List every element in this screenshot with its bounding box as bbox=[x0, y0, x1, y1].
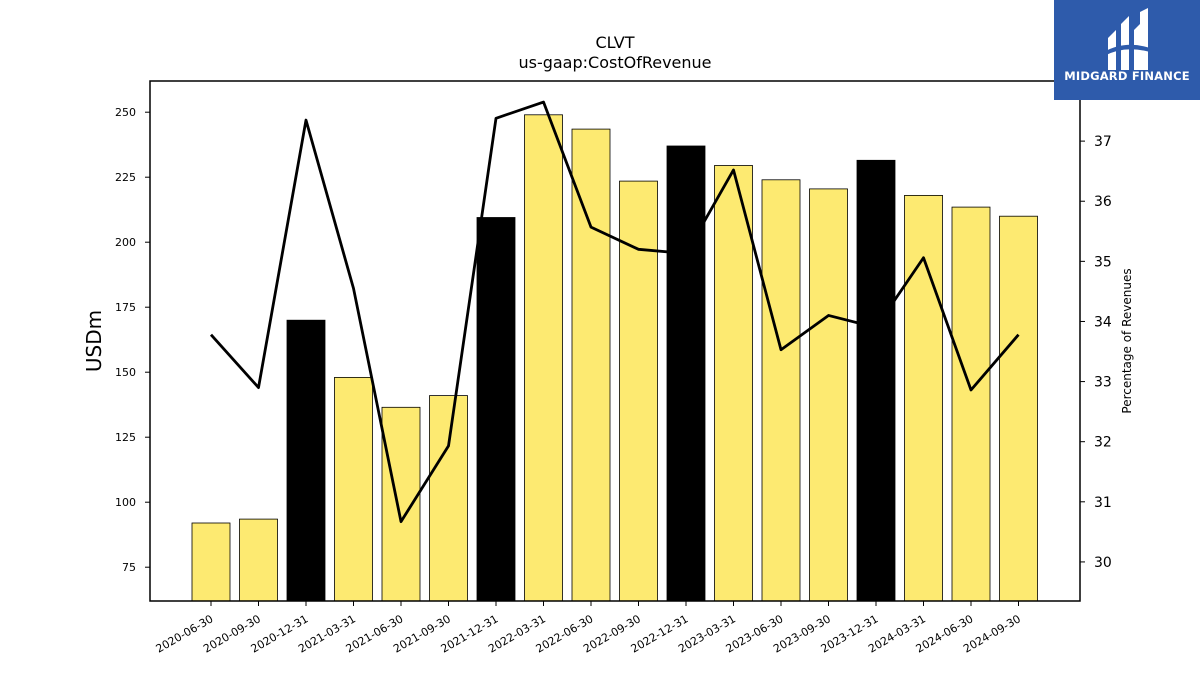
plot-frame bbox=[149, 80, 1081, 602]
x-axis: 2020-06-302020-09-302020-12-312021-03-31… bbox=[154, 601, 1023, 656]
bar-2023-03-31 bbox=[714, 165, 753, 602]
left-axis: 75 100 125 150 175 200 225 250 bbox=[115, 106, 150, 574]
bars-layer bbox=[191, 114, 1038, 602]
y2-tick-label: 35 bbox=[1094, 254, 1112, 270]
bar-2020-09-30 bbox=[239, 518, 278, 602]
bar-2024-06-30 bbox=[951, 206, 991, 602]
y-tick-label: 150 bbox=[115, 366, 136, 379]
y-tick-label: 250 bbox=[115, 106, 136, 119]
bar-2024-09-30 bbox=[999, 215, 1038, 602]
y-tick-label: 175 bbox=[115, 301, 136, 314]
y2-tick-label: 33 bbox=[1094, 375, 1112, 391]
bar-2022-03-31 bbox=[524, 114, 563, 602]
y-tick-label: 225 bbox=[115, 171, 136, 184]
chart-title: CLVT bbox=[595, 33, 634, 52]
y2-tick-label: 31 bbox=[1094, 495, 1112, 511]
logo-mark-icon bbox=[1104, 8, 1150, 70]
y2-tick-label: 37 bbox=[1094, 134, 1112, 150]
y2-axis-label: Percentage of Revenues bbox=[1120, 268, 1134, 413]
bar-2020-06-30 bbox=[191, 522, 231, 602]
bar-2022-12-31 bbox=[666, 145, 706, 602]
midgard-finance-logo: MIDGARD FINANCE bbox=[1054, 0, 1200, 100]
y2-tick-label: 30 bbox=[1094, 555, 1112, 571]
bar-2022-06-30 bbox=[571, 128, 611, 602]
bar-2024-03-31 bbox=[904, 194, 943, 602]
y2-tick-label: 34 bbox=[1094, 314, 1112, 330]
bar-2021-03-31 bbox=[334, 376, 373, 602]
y2-tick-label: 36 bbox=[1094, 194, 1112, 210]
line-layer bbox=[209, 100, 1020, 524]
right-axis: 30 31 32 33 34 35 36 37 bbox=[1080, 134, 1112, 571]
bar-2023-12-31 bbox=[856, 159, 896, 602]
bar-2023-06-30 bbox=[761, 179, 801, 602]
bar-2021-06-30 bbox=[381, 406, 421, 602]
bar-2020-12-31 bbox=[286, 319, 326, 602]
y-tick-label: 125 bbox=[115, 431, 136, 444]
bar-2021-09-30 bbox=[429, 395, 468, 602]
y-tick-label: 200 bbox=[115, 236, 136, 249]
bar-2021-12-31 bbox=[476, 217, 516, 602]
percentage-line bbox=[209, 100, 1020, 524]
y2-tick-label: 32 bbox=[1094, 435, 1112, 451]
chart-subtitle: us-gaap:CostOfRevenue bbox=[518, 53, 711, 72]
bar-2023-09-30 bbox=[809, 188, 848, 602]
y-axis-label: USDm bbox=[82, 310, 106, 372]
y-tick-label: 100 bbox=[115, 496, 136, 509]
y-tick-label: 75 bbox=[122, 561, 136, 574]
logo-text: MIDGARD FINANCE bbox=[1064, 69, 1190, 83]
